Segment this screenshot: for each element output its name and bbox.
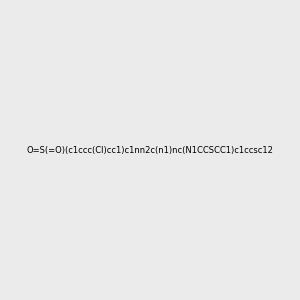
Text: O=S(=O)(c1ccc(Cl)cc1)c1nn2c(n1)nc(N1CCSCC1)c1ccsc12: O=S(=O)(c1ccc(Cl)cc1)c1nn2c(n1)nc(N1CCSC… (27, 146, 273, 154)
